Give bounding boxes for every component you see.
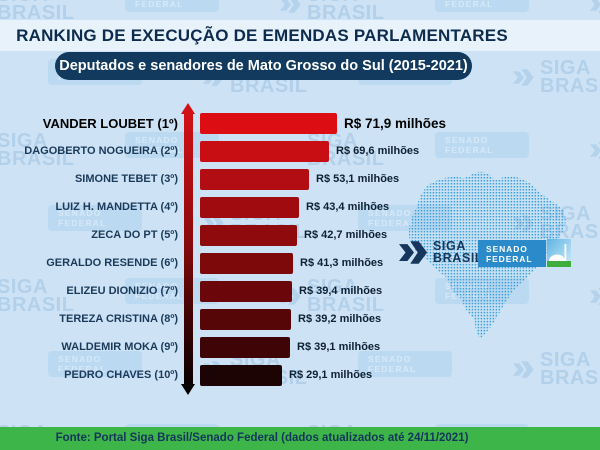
page-title: RANKING DE EXECUÇÃO DE EMENDAS PARLAMENT… (16, 26, 508, 45)
bar-3 (200, 169, 309, 190)
bar-label-1: VANDER LOUBET (1º) (42, 116, 178, 131)
bar-value-8: R$ 39,2 milhões (298, 313, 382, 325)
source-text: Fonte: Portal Siga Brasil/Senado Federal… (55, 432, 469, 444)
subtitle-text: Deputados e senadores de Mato Grosso do … (59, 58, 468, 74)
senado-logo-line1: SENADO (486, 243, 528, 254)
bar-5 (200, 225, 297, 246)
bar-label-9: WALDEMIR MOKA (9º) (61, 341, 178, 353)
footer-source-bar: Fonte: Portal Siga Brasil/Senado Federal… (0, 427, 600, 450)
siga-logo-line1: SIGA (433, 239, 466, 253)
senado-federal-logo: SENADO FEDERAL (478, 240, 546, 267)
bar-value-7: R$ 39,4 milhões (299, 285, 383, 297)
bar-value-1: R$ 71,9 milhões (344, 116, 447, 131)
arrow-shaft (184, 113, 193, 384)
subtitle-pill: Deputados e senadores de Mato Grosso do … (55, 52, 472, 80)
bar-value-2: R$ 69,6 milhões (336, 145, 420, 157)
bar-label-2: DAGOBERTO NOGUEIRA (2º) (24, 145, 178, 157)
bar-value-3: R$ 53,1 milhões (316, 173, 400, 185)
bar-9 (200, 337, 290, 358)
arrow-up-head-icon (181, 103, 195, 114)
bar-label-7: ELIZEU DIONIZIO (7º) (66, 285, 178, 297)
bar-10 (200, 365, 282, 386)
siga-chevron-icon (399, 241, 428, 264)
bar-label-6: GERALDO RESENDE (6º) (46, 257, 178, 269)
bar-label-10: PEDRO CHAVES (10º) (64, 369, 178, 381)
bar-label-3: SIMONE TEBET (3º) (74, 173, 178, 185)
bar-1 (200, 113, 337, 134)
bar-value-5: R$ 42,7 milhões (304, 229, 388, 241)
ranking-arrow (181, 103, 196, 395)
bar-label-4: LUIZ H. MANDETTA (4º) (55, 201, 178, 213)
senado-logo-line2: FEDERAL (486, 253, 533, 264)
bar-7 (200, 281, 292, 302)
bar-value-6: R$ 41,3 milhões (300, 257, 384, 269)
title-band: RANKING DE EXECUÇÃO DE EMENDAS PARLAMENT… (0, 20, 600, 51)
bar-4 (200, 197, 299, 218)
bar-value-9: R$ 39,1 milhões (297, 341, 381, 353)
bar-6 (200, 253, 293, 274)
siga-brasil-logo: SIGA BRASIL (399, 239, 484, 265)
bar-value-4: R$ 43,4 milhões (306, 201, 390, 213)
bar-label-8: TEREZA CRISTINA (8º) (59, 313, 178, 325)
bar-value-10: R$ 29,1 milhões (289, 369, 373, 381)
bar-2 (200, 141, 329, 162)
arrow-down-head-icon (181, 384, 195, 395)
bar-label-5: ZECA DO PT (5º) (91, 229, 178, 241)
senado-emblem-icon (547, 239, 571, 267)
bar-8 (200, 309, 291, 330)
siga-logo-line2: BRASIL (433, 250, 484, 265)
